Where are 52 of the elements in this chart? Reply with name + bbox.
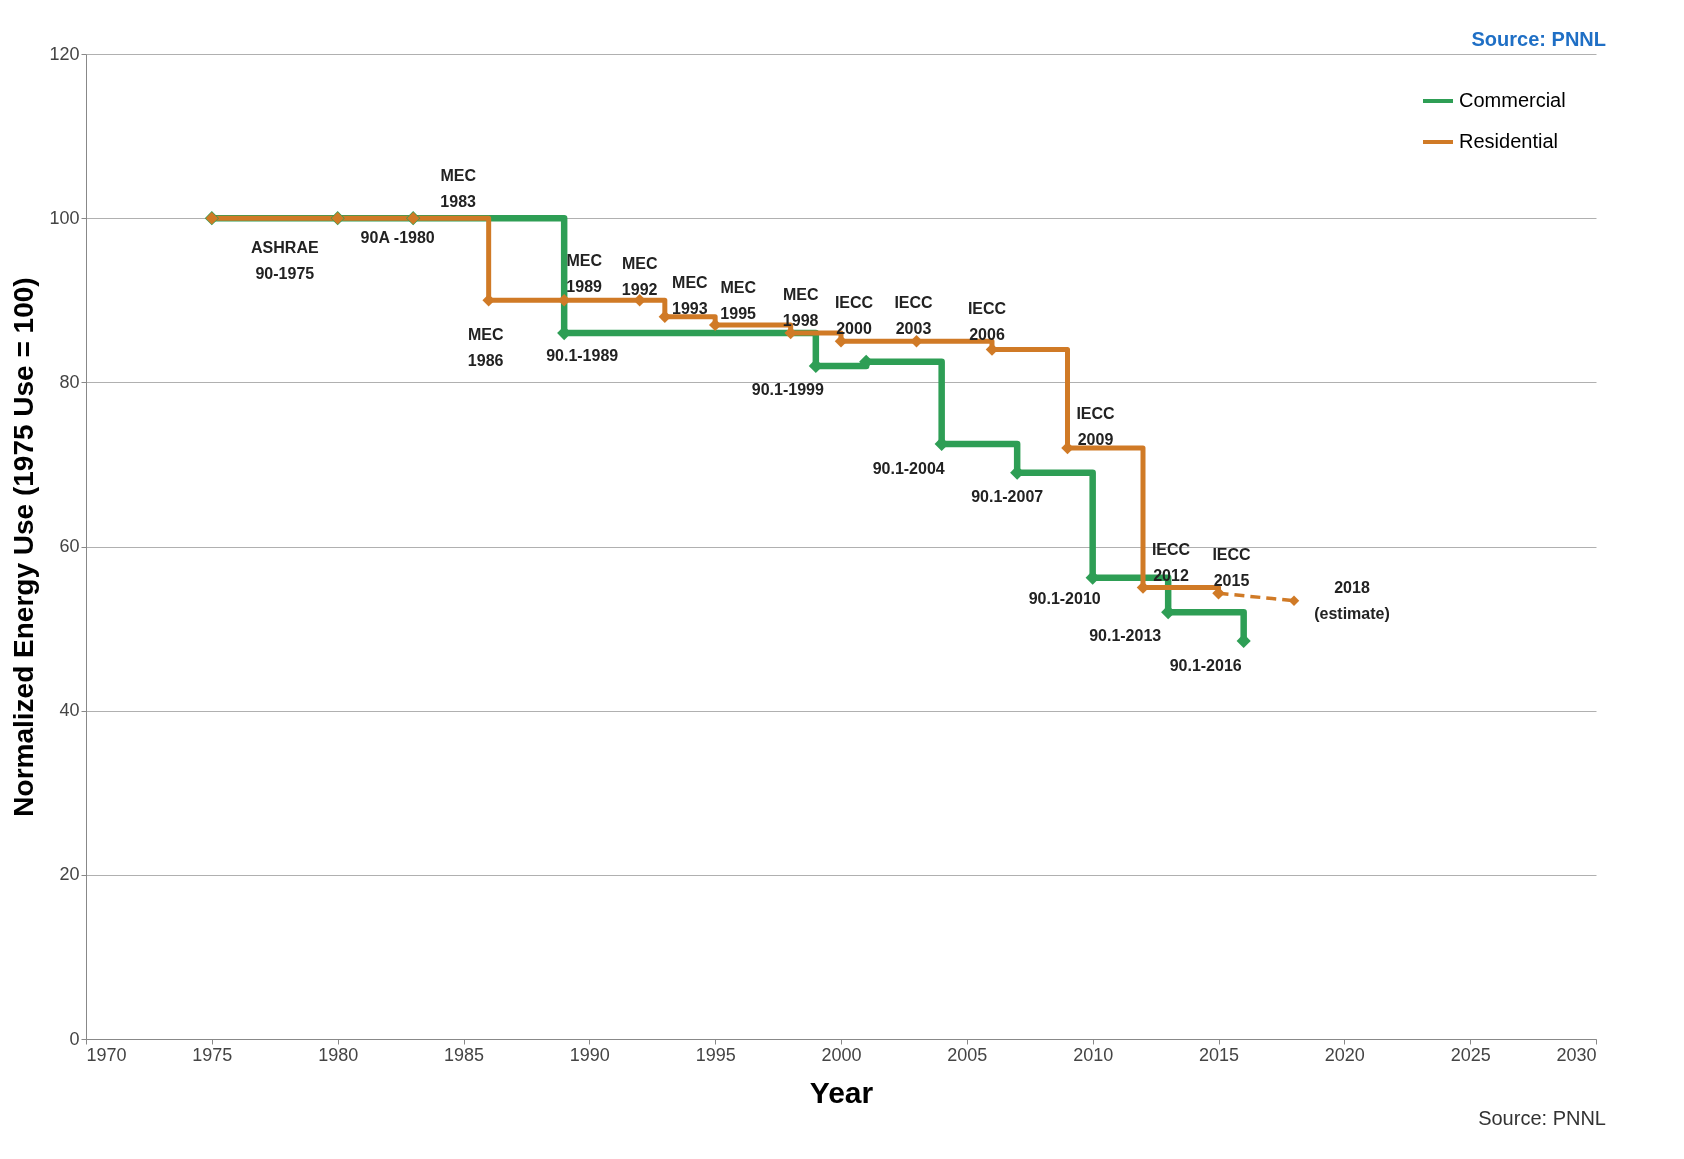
x-tick-label: 2005 <box>947 1044 988 1065</box>
annotation: 2018 (estimate) <box>1314 578 1390 622</box>
annotation: MEC 1989 <box>566 252 603 296</box>
x-tick-label: 1975 <box>192 1044 233 1065</box>
y-axis-title: Normalized Energy Use (1975 Use = 100) <box>8 277 40 817</box>
x-tick-label: 2000 <box>821 1044 862 1065</box>
x-tick-label: 2025 <box>1450 1044 1491 1065</box>
source-note: Source: PNNL <box>1478 1107 1606 1129</box>
y-tick-label: 40 <box>59 700 80 721</box>
annotation: MEC 1998 <box>782 286 819 330</box>
y-tick-label: 0 <box>69 1028 80 1049</box>
point <box>834 335 848 348</box>
annotation: ASHRAE 90-1975 <box>251 239 319 283</box>
x-tick-label: 2030 <box>1556 1044 1597 1065</box>
legend-label: Commercial <box>1459 89 1566 111</box>
y-tick-label: 20 <box>59 864 80 885</box>
annotation: MEC 1983 <box>440 167 477 211</box>
annotation: MEC 1993 <box>672 273 709 317</box>
annotation: 90A -1980 <box>360 229 435 247</box>
annotation: 90.1-2013 <box>1089 627 1162 645</box>
annotation: IECC 2015 <box>1212 546 1252 590</box>
x-tick-label: 1980 <box>318 1044 359 1065</box>
annotation: IECC 2000 <box>834 294 874 338</box>
legend-label: Residential <box>1459 130 1558 152</box>
annotation: 90.1-2016 <box>1169 656 1242 674</box>
y-tick-label: 100 <box>49 207 80 228</box>
annotation: MEC 1992 <box>621 255 658 299</box>
annotation: 90.1-2004 <box>872 459 945 477</box>
y-tick-label: 120 <box>49 43 80 64</box>
annotation: IECC 2003 <box>894 294 934 338</box>
annotation: 90.1-2010 <box>1028 589 1101 607</box>
annotation: 90.1-1999 <box>751 380 824 398</box>
point <box>708 318 722 332</box>
x-axis-title: Year <box>809 1075 874 1109</box>
annotation: IECC 2009 <box>1076 405 1116 448</box>
annotation: IECC 2006 <box>967 299 1007 343</box>
point <box>784 326 797 340</box>
source-note: Source: PNNL <box>1471 28 1606 50</box>
y-tick-label: 60 <box>59 536 80 556</box>
annotation: MEC 1986 <box>467 326 504 370</box>
annotation: MEC 1995 <box>720 278 757 322</box>
annotation: IECC 2012 <box>1151 540 1191 584</box>
x-tick-label: 2020 <box>1324 1044 1365 1065</box>
annotation: 90.1-2007 <box>971 487 1044 505</box>
x-tick-label: 1990 <box>569 1044 610 1065</box>
x-tick-label: 1985 <box>443 1044 485 1065</box>
x-tick-label: 1995 <box>695 1044 736 1065</box>
x-tick-label: 2015 <box>1198 1044 1240 1065</box>
x-tick-label: 1970 <box>86 1044 127 1065</box>
x-tick-label: 2010 <box>1073 1044 1114 1065</box>
y-tick-label: 80 <box>59 371 80 392</box>
annotation: 90.1-1989 <box>546 347 619 365</box>
